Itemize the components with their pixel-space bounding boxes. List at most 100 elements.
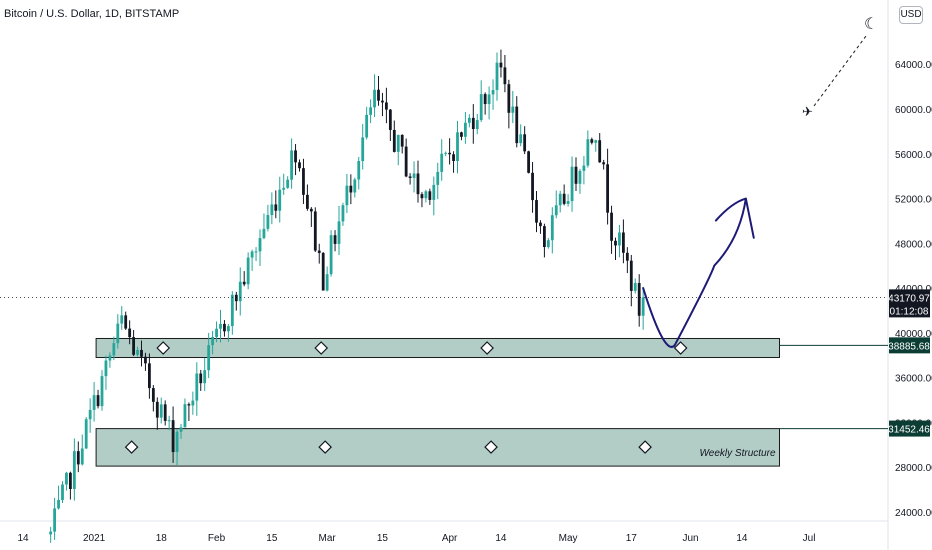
level-price-label: 31452.46 <box>888 425 930 436</box>
zone-label: Weekly Structure <box>700 448 776 459</box>
x-tick-label: Jun <box>682 533 698 544</box>
candle-body <box>49 531 53 535</box>
y-tick-label: 52000.00 <box>895 195 932 206</box>
candle-body <box>475 120 479 130</box>
x-tick-label: 14 <box>17 533 29 544</box>
candle-body <box>325 274 329 291</box>
candle-body <box>562 193 566 204</box>
candle-body <box>400 134 404 147</box>
candle-body <box>266 215 270 229</box>
candle-body <box>242 281 246 285</box>
candle-body <box>436 171 440 185</box>
candle-body <box>333 235 337 244</box>
candle-body <box>278 189 282 211</box>
y-tick-label: 60000.00 <box>895 105 932 116</box>
candle-body <box>420 194 424 199</box>
candle-body <box>238 281 242 302</box>
candle-body <box>132 337 135 355</box>
candle-body <box>341 205 345 222</box>
candle-body <box>381 100 384 103</box>
candle-body <box>408 176 412 178</box>
candle-body <box>337 221 341 244</box>
candle-body <box>622 232 625 253</box>
candle-body <box>250 251 254 258</box>
candle-body <box>219 323 222 329</box>
candle-body <box>637 283 641 316</box>
y-tick-label: 64000.00 <box>895 60 932 71</box>
candle-body <box>444 152 448 154</box>
candle-body <box>254 251 258 253</box>
y-tick-label: 48000.00 <box>895 239 932 250</box>
candle-body <box>428 191 432 200</box>
candle-body <box>412 173 416 178</box>
candle-body <box>230 294 234 327</box>
candle-body <box>203 370 207 384</box>
candle-body <box>511 106 515 113</box>
x-tick-label: 14 <box>736 533 748 544</box>
candle-body <box>155 401 159 418</box>
candle-body <box>369 107 372 115</box>
zone-diamond-icon <box>673 341 688 355</box>
candle-body <box>69 472 72 489</box>
candle-body <box>629 260 633 291</box>
candle-body <box>112 343 116 356</box>
candle-body <box>614 240 617 246</box>
rocket-trend-line <box>813 35 867 107</box>
candle-body <box>57 499 60 509</box>
x-tick-label: Feb <box>208 533 226 544</box>
zone-diamond-icon <box>484 440 498 454</box>
candle-body <box>124 315 128 329</box>
candle-body <box>385 102 388 110</box>
candle-body <box>321 252 325 291</box>
currency-badge[interactable]: USD <box>899 6 923 24</box>
candle-body <box>215 328 218 337</box>
y-tick-label: 40000.00 <box>895 329 932 340</box>
candle-body <box>440 153 444 172</box>
candle-body <box>353 179 357 193</box>
candle-body <box>586 139 590 166</box>
candle-body <box>523 134 527 152</box>
current-price-label: 01:12:08 <box>890 306 929 317</box>
moon-icon[interactable]: ☾ <box>864 16 879 33</box>
candle-body <box>432 184 436 200</box>
rocket-icon: ✈ <box>802 104 813 119</box>
candle-body <box>392 129 396 152</box>
x-tick-label: 2021 <box>83 533 106 544</box>
candle-body <box>618 232 621 246</box>
candle-body <box>396 134 400 152</box>
candle-body <box>539 222 542 227</box>
candle-body <box>140 349 143 357</box>
candle-body <box>179 427 183 432</box>
candle-body <box>294 150 297 163</box>
candle-body <box>598 140 602 163</box>
candle-body <box>144 356 147 364</box>
candle-body <box>100 376 104 407</box>
candle-body <box>302 168 305 195</box>
candle-body <box>211 336 214 346</box>
candle-body <box>483 94 487 105</box>
candle-body <box>175 431 179 453</box>
current-price-label: 43170.97 <box>888 293 930 304</box>
candle-body <box>104 360 108 377</box>
candle-body <box>148 363 151 389</box>
candle-body <box>543 226 546 248</box>
candle-body <box>467 117 471 123</box>
candle-body <box>357 161 361 180</box>
candle-body <box>136 349 139 355</box>
candle-body <box>72 451 76 489</box>
chart-title: Bitcoin / U.S. Dollar, 1D, BITSTAMP <box>4 8 180 20</box>
candle-body <box>88 409 92 420</box>
candle-body <box>602 162 606 165</box>
candle-body <box>424 191 428 199</box>
candle-body <box>183 404 187 428</box>
candle-body <box>515 106 519 144</box>
candle-body <box>298 162 301 169</box>
candle-body <box>108 355 112 361</box>
zone-diamond-icon <box>638 440 652 454</box>
candle-body <box>313 211 317 251</box>
candle-body <box>187 404 191 406</box>
x-tick-label: Apr <box>442 533 458 544</box>
candle-body <box>306 194 309 209</box>
